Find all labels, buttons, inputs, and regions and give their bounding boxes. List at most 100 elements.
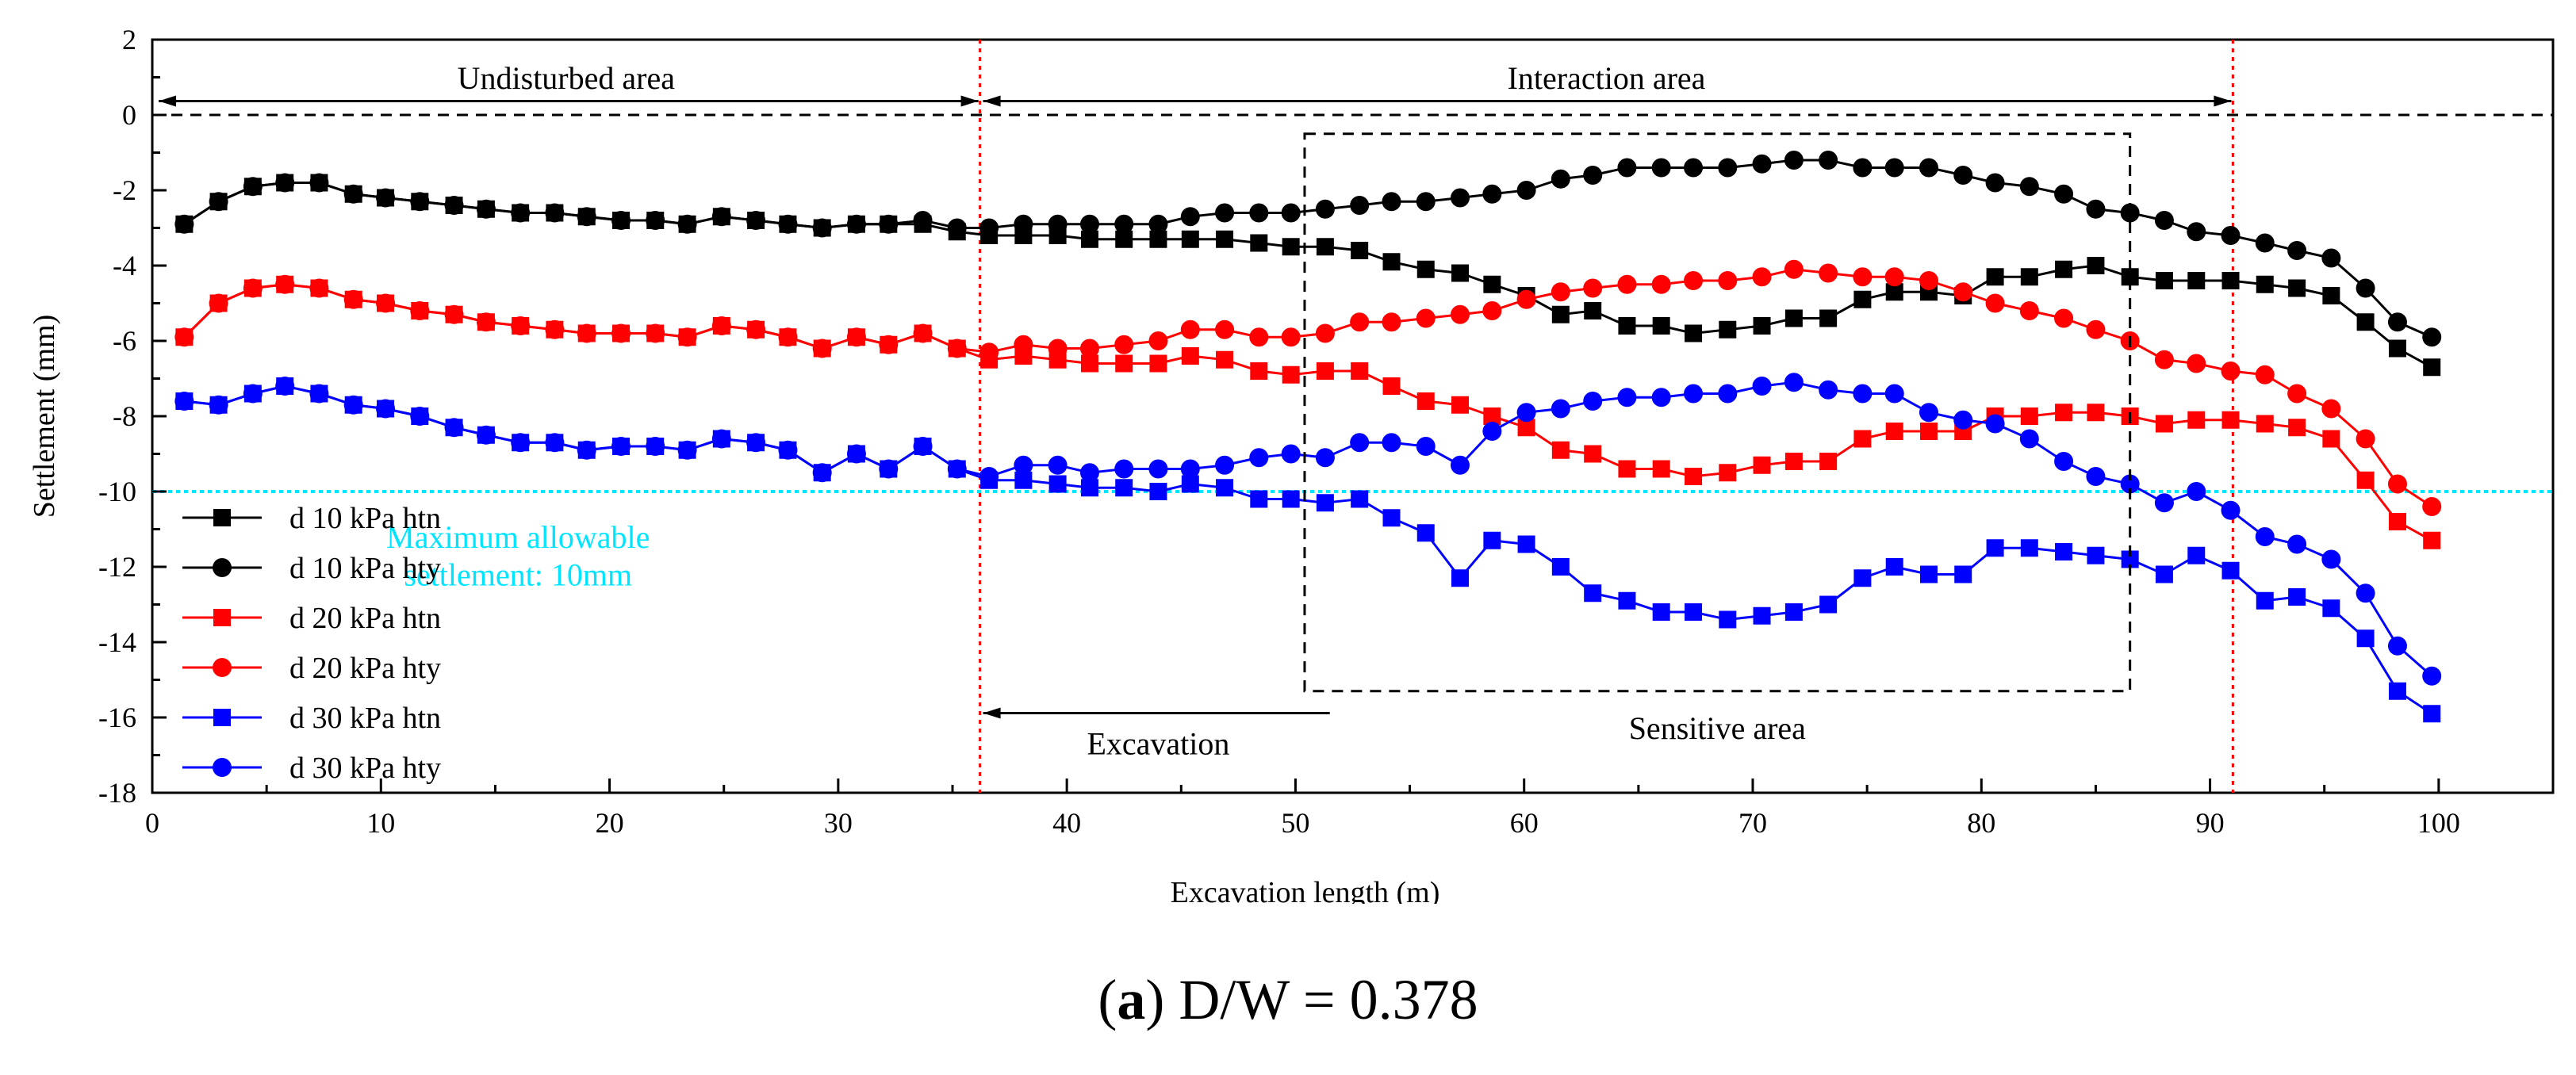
data-point-circle	[2154, 350, 2174, 369]
data-point-circle	[1416, 308, 1436, 328]
data-point-square	[1584, 584, 1602, 603]
data-point-square	[2087, 404, 2105, 422]
data-point-circle	[209, 192, 228, 212]
data-point-circle	[476, 312, 496, 332]
data-point-square	[2187, 272, 2206, 289]
data-point-circle	[979, 342, 999, 362]
data-point-circle	[309, 278, 329, 298]
data-point-circle	[1079, 339, 1099, 358]
data-point-circle	[1048, 455, 1068, 475]
data-point-circle	[376, 188, 396, 208]
data-point-circle	[2255, 527, 2275, 546]
data-point-square	[1584, 302, 1602, 319]
data-point-square	[1719, 610, 1737, 629]
data-point-square	[1316, 362, 1334, 380]
data-point-circle	[1651, 274, 1671, 294]
data-point-circle	[511, 433, 531, 453]
data-point-circle	[947, 459, 967, 479]
data-point-square	[1483, 531, 1501, 549]
data-point-circle	[879, 214, 899, 234]
data-point-circle	[711, 429, 731, 449]
data-point-square	[1885, 283, 1903, 301]
data-point-circle	[1281, 203, 1301, 223]
data-point-circle	[545, 203, 565, 223]
data-point-square	[1250, 490, 1268, 508]
data-point-square	[1618, 317, 1636, 335]
data-point-square	[1618, 460, 1636, 478]
legend: d 10 kPa htn d 10 kPa hty d 20 kPa htn d 20…	[182, 502, 441, 785]
data-point-circle	[1215, 455, 1235, 475]
excavation-label: Excavation	[1087, 726, 1229, 762]
data-point-square	[1181, 230, 1199, 248]
data-point-circle	[1884, 267, 1904, 287]
data-point-square	[2256, 275, 2274, 293]
data-point-circle	[275, 173, 295, 193]
data-point-circle	[2054, 308, 2074, 328]
data-point-square	[1685, 468, 1703, 485]
data-point-circle	[1953, 410, 1973, 430]
data-point-circle	[343, 184, 363, 204]
data-point-circle	[1583, 166, 1603, 185]
data-point-square	[1282, 490, 1300, 508]
data-point-circle	[2154, 493, 2174, 513]
undisturbed-arrow-left-head	[159, 95, 176, 107]
data-point-circle	[2287, 534, 2307, 554]
data-point-circle	[1752, 154, 1772, 174]
data-point-circle	[2387, 312, 2407, 332]
data-point-square	[1719, 320, 1737, 339]
data-point-square	[1784, 309, 1803, 327]
data-point-circle	[243, 177, 263, 197]
data-point-square	[2087, 257, 2105, 274]
data-point-square	[1149, 483, 1167, 500]
data-point-circle	[947, 339, 967, 358]
data-point-circle	[2356, 278, 2375, 298]
data-point-square	[2155, 272, 2173, 289]
data-point-square	[1819, 309, 1838, 327]
data-point-circle	[1551, 169, 1570, 189]
data-point-circle	[746, 319, 766, 339]
data-point-circle	[1382, 192, 1401, 212]
data-point-circle	[2187, 482, 2206, 501]
data-point-square	[1115, 230, 1133, 248]
data-point-circle	[1784, 151, 1804, 170]
data-point-circle	[243, 278, 263, 298]
data-point-square	[2423, 358, 2441, 377]
data-point-square	[1652, 317, 1670, 335]
y-tick-label: -14	[98, 626, 136, 658]
data-point-circle	[1482, 301, 1502, 320]
data-point-circle	[1953, 282, 1973, 302]
data-point-circle	[2019, 429, 2039, 449]
data-point-circle	[1617, 388, 1637, 407]
legend-marker-square	[213, 709, 231, 726]
data-point-square	[1584, 445, 1602, 463]
data-point-square	[1685, 324, 1703, 342]
data-point-circle	[1718, 158, 1738, 178]
data-point-circle	[1450, 455, 1470, 475]
data-point-square	[2423, 531, 2441, 549]
data-point-circle	[1048, 339, 1068, 358]
data-point-circle	[1416, 437, 1436, 456]
x-tick-label: 80	[1967, 807, 1995, 839]
data-point-square	[1149, 230, 1167, 248]
data-point-circle	[1985, 414, 2005, 434]
data-point-square	[1080, 479, 1098, 497]
data-point-square	[1115, 479, 1133, 497]
data-point-square	[1115, 354, 1133, 373]
data-point-circle	[2019, 301, 2039, 320]
data-point-circle	[1281, 444, 1301, 464]
data-point-circle	[1651, 158, 1671, 178]
data-point-circle	[1651, 388, 1671, 407]
data-point-circle	[746, 433, 766, 453]
data-point-square	[1753, 456, 1771, 474]
series-layer	[174, 151, 2442, 723]
data-point-circle	[711, 316, 731, 335]
data-point-circle	[1516, 289, 1536, 309]
data-point-circle	[1752, 377, 1772, 396]
interaction-arrow-left-head	[983, 95, 1001, 107]
data-point-square	[2187, 546, 2206, 564]
data-point-circle	[2387, 474, 2407, 494]
data-point-circle	[1249, 448, 1269, 468]
data-point-circle	[646, 211, 665, 230]
allowable-label-line1: Maximum allowable	[386, 519, 650, 555]
data-point-circle	[1583, 392, 1603, 411]
